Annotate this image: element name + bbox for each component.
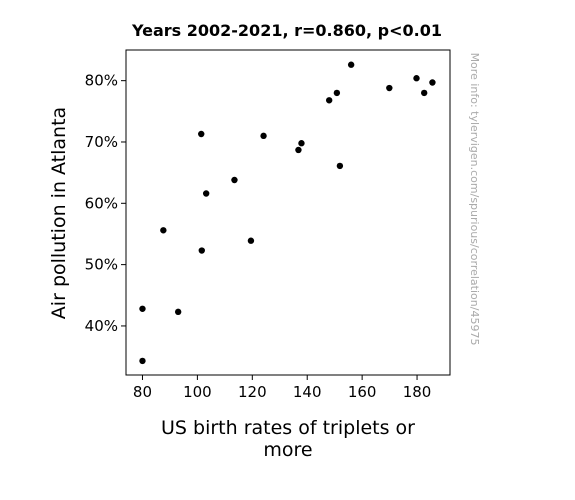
y-tick-label: 70% [85,133,118,151]
data-point [202,190,210,197]
data-point [336,162,344,170]
data-point [198,247,205,254]
data-point [325,97,333,104]
y-tick-label: 40% [85,317,118,335]
data-point [231,176,238,184]
x-tick-label: 140 [293,383,322,401]
data-point [413,75,420,82]
watermark-text: More info: tylervigen.com/spurious/corre… [468,53,481,346]
x-tick-label: 80 [133,383,152,401]
x-axis-label-line-2: more [263,439,312,461]
data-point [198,130,205,138]
data-point [333,89,341,97]
plot-frame [125,49,451,376]
x-tick-label: 180 [403,383,432,401]
x-tick-label: 100 [183,383,212,401]
y-tick-label: 60% [85,194,118,212]
chart-title: Years 2002-2021, r=0.860, p<0.01 [131,21,442,40]
y-tick-label: 80% [85,72,118,90]
data-point [160,227,167,234]
x-axis-label-line-1: US birth rates of triplets or [161,417,415,439]
data-point [429,79,436,86]
data-point [139,357,146,365]
x-tick-label: 160 [348,383,377,401]
data-point [386,84,393,92]
data-point [347,61,355,68]
data-point [420,89,428,97]
data-point [247,237,255,244]
data-point [260,132,267,140]
data-point [174,308,182,316]
data-point [139,305,146,312]
y-axis-label: Air pollution in Atlanta [48,107,70,319]
plot-area: 80 100 120 140 160 180 40% 50% 60% 70% 80% [85,61,436,401]
x-tick-label: 120 [238,383,267,401]
y-tick-label: 50% [85,256,118,274]
data-point [295,146,302,154]
data-point [298,140,305,147]
